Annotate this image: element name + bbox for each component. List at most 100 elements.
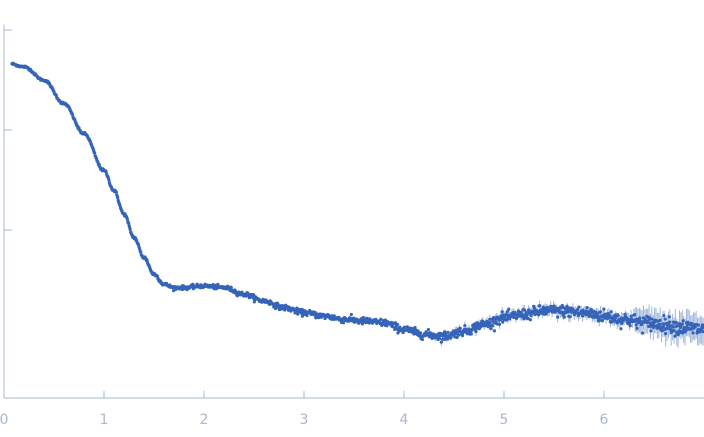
data-point: [544, 312, 548, 316]
data-point: [424, 330, 428, 334]
data-point: [420, 337, 424, 342]
x-tick-label: 1: [100, 412, 109, 428]
data-point: [691, 331, 695, 335]
data-point: [93, 151, 97, 155]
x-tick-label: 5: [500, 412, 509, 428]
data-point: [628, 324, 632, 328]
data-point: [125, 217, 130, 221]
data-point: [526, 316, 530, 320]
data-point: [598, 310, 603, 314]
data-point: [663, 317, 667, 321]
data-point: [616, 314, 620, 318]
data-point: [441, 337, 445, 341]
data-point: [500, 310, 504, 314]
data-point: [519, 310, 523, 314]
data-point: [545, 305, 550, 309]
data-point: [97, 162, 101, 166]
x-tick-labels: 0 1 2 3 4 5 6: [0, 412, 609, 428]
data-point: [274, 306, 278, 311]
data-point: [426, 328, 430, 332]
data-point: [463, 323, 467, 328]
data-point: [139, 250, 143, 254]
data-point: [672, 328, 676, 332]
data-point: [390, 325, 394, 329]
data-point: [402, 325, 406, 329]
data-point: [437, 337, 442, 341]
data-point: [413, 325, 417, 330]
data-point: [349, 312, 353, 317]
data-point: [696, 323, 701, 327]
data-point: [664, 332, 668, 336]
data-point: [673, 334, 677, 338]
data-point: [512, 315, 516, 320]
data-point: [446, 330, 450, 334]
data-point: [629, 314, 633, 318]
data-point: [305, 313, 309, 318]
data-point: [155, 274, 160, 278]
data-point: [488, 321, 492, 325]
data-point: [585, 305, 589, 310]
data-point: [469, 332, 473, 336]
x-tick-label: 3: [300, 412, 309, 428]
data-point: [635, 326, 639, 331]
data-point: [689, 321, 694, 325]
data-point: [360, 322, 364, 326]
data-point: [528, 318, 533, 322]
data-point: [602, 307, 606, 311]
data-point: [633, 313, 637, 317]
data-point: [449, 335, 453, 339]
data-point: [229, 286, 233, 290]
data-point: [681, 319, 685, 323]
data-point: [555, 306, 559, 310]
data-point: [658, 318, 662, 322]
data-point: [662, 313, 666, 318]
data-point: [460, 333, 465, 338]
data-point: [395, 322, 400, 327]
data-point: [556, 315, 560, 319]
data-point: [341, 321, 346, 325]
data-point: [619, 327, 623, 331]
data-point: [379, 317, 383, 321]
data-point: [398, 325, 402, 329]
data-point: [504, 312, 509, 317]
data-point: [383, 318, 388, 322]
x-tick-label: 2: [200, 412, 209, 428]
data-point: [562, 315, 566, 319]
data-point: [116, 196, 120, 200]
axes: [3, 25, 704, 399]
data-point: [680, 322, 684, 326]
data-point: [191, 282, 195, 286]
data-point: [682, 326, 686, 330]
data-point: [522, 308, 527, 312]
data-point: [589, 307, 593, 312]
data-point: [566, 310, 570, 314]
data-point: [361, 315, 365, 320]
data-point: [671, 325, 675, 329]
data-point: [490, 324, 495, 328]
data-point: [418, 331, 423, 335]
data-point: [114, 190, 118, 194]
data-point: [609, 310, 613, 314]
x-tick-label: 6: [600, 412, 609, 428]
data-point: [580, 314, 585, 318]
data-point: [658, 322, 662, 326]
data-point: [646, 319, 650, 324]
data-point: [674, 321, 678, 325]
data-point: [668, 320, 672, 324]
data-point: [600, 319, 605, 323]
data-point: [608, 314, 612, 318]
data-point: [492, 329, 497, 333]
data-point: [525, 313, 529, 317]
data-point: [537, 313, 541, 317]
data-point: [577, 305, 581, 309]
data-point: [568, 315, 572, 319]
data-point: [407, 330, 411, 334]
data-point: [638, 316, 642, 320]
x-tick-label: 4: [400, 412, 409, 428]
data-point: [497, 322, 502, 326]
data-point: [623, 312, 627, 316]
data-point: [455, 335, 459, 340]
data-point: [104, 170, 108, 174]
data-point: [634, 323, 638, 327]
